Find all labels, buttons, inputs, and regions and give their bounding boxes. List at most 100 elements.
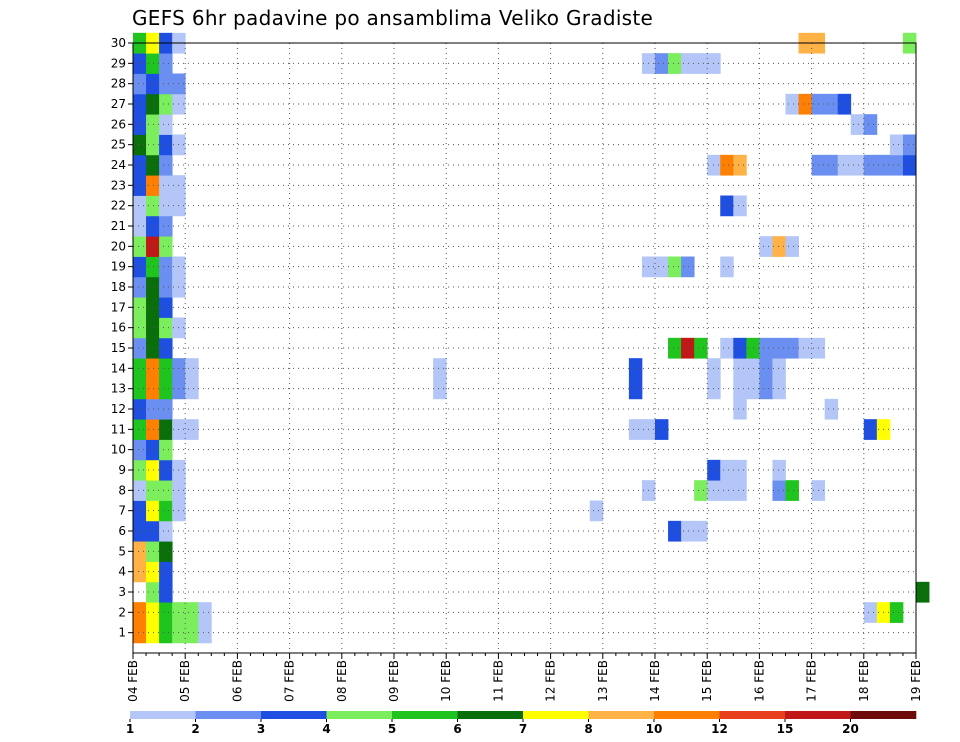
y-tick-label: 16	[111, 321, 126, 335]
heatmap-cell	[185, 378, 199, 400]
heatmap-cell	[133, 398, 147, 420]
heatmap-cell	[133, 215, 147, 237]
heatmap-cell	[133, 134, 147, 156]
y-tick-label: 3	[118, 585, 126, 599]
heatmap-cell	[681, 337, 695, 359]
heatmap-cell	[655, 419, 669, 440]
heatmap-cell	[798, 337, 812, 359]
heatmap-cell	[916, 581, 930, 603]
heatmap-cell	[159, 53, 173, 74]
heatmap-cell	[159, 154, 173, 176]
heatmap-cell	[889, 134, 904, 156]
heatmap-cell	[159, 134, 173, 156]
y-tick-label: 28	[111, 77, 126, 91]
heatmap-cell	[133, 154, 147, 176]
heatmap-cell	[655, 53, 669, 74]
heatmap-cell	[668, 256, 682, 278]
heatmap-cell	[733, 459, 747, 481]
heatmap-cells	[133, 32, 930, 644]
heatmap-cell	[133, 256, 147, 278]
heatmap-cell	[159, 541, 173, 562]
y-tick-label: 7	[118, 504, 126, 518]
heatmap-cell	[198, 602, 212, 623]
colorbar-label: 1	[126, 722, 134, 736]
heatmap-cell	[798, 93, 812, 115]
heatmap-cell	[772, 480, 786, 501]
y-tick-label: 27	[111, 97, 126, 111]
heatmap-cell	[185, 358, 199, 379]
heatmap-cell	[824, 398, 839, 420]
colorbar-label: 5	[388, 722, 396, 736]
x-axis: 04 FEB 05 FEB 06 FEB 07 FEB 08 FEB 09 FEB 10 F…	[126, 653, 923, 702]
heatmap-cell	[146, 195, 160, 217]
heatmap-cell	[159, 398, 173, 420]
heatmap-cell	[159, 500, 173, 522]
colorbar-label: 8	[584, 722, 592, 736]
heatmap-cell	[146, 114, 160, 135]
colorbar-swatch	[654, 711, 720, 719]
heatmap-cell	[850, 154, 865, 176]
heatmap-cell	[133, 73, 147, 95]
heatmap-cell	[733, 337, 747, 359]
heatmap-cell	[863, 114, 878, 135]
y-tick-label: 11	[111, 422, 126, 436]
heatmap-cell	[850, 114, 865, 135]
y-tick-label: 10	[111, 443, 126, 457]
y-tick-label: 6	[118, 524, 126, 538]
y-tick-label: 24	[111, 158, 126, 172]
colorbar-label: 12	[711, 722, 728, 736]
heatmap-cell	[146, 93, 160, 115]
colorbar-swatch	[195, 711, 262, 719]
heatmap-cell	[785, 480, 799, 501]
y-tick-label: 12	[111, 402, 126, 416]
heatmap-cell	[824, 154, 839, 176]
heatmap-cell	[159, 520, 173, 542]
heatmap-cell	[668, 520, 682, 542]
heatmap-cell	[772, 358, 786, 379]
heatmap-cell	[837, 93, 852, 115]
heatmap-cell	[146, 175, 160, 196]
y-tick-label: 29	[111, 56, 126, 70]
heatmap-cell	[681, 53, 695, 74]
x-tick-label: 10 FEB	[439, 660, 453, 702]
colorbar-label: 3	[257, 722, 265, 736]
heatmap-cell	[146, 154, 160, 176]
x-tick-label: 05 FEB	[178, 660, 192, 702]
heatmap-cell	[694, 53, 708, 74]
heatmap-cell	[146, 561, 160, 583]
x-tick-label: 15 FEB	[700, 660, 714, 702]
heatmap-cell	[133, 53, 147, 74]
x-tick-label: 04 FEB	[126, 660, 140, 702]
heatmap-cell	[824, 93, 839, 115]
y-axis: 1234567891011121314151617181920212223242…	[111, 36, 133, 640]
heatmap-cell	[133, 622, 147, 644]
heatmap-cell	[772, 459, 786, 481]
heatmap-cell	[159, 419, 173, 440]
heatmap-cell	[733, 358, 747, 379]
colorbar-label: 15	[777, 722, 794, 736]
heatmap-cell	[681, 520, 695, 542]
heatmap-cell	[146, 398, 160, 420]
heatmap-cell	[185, 602, 199, 623]
heatmap-cell	[159, 256, 173, 278]
heatmap-cell	[159, 581, 173, 603]
heatmap-cell	[720, 154, 734, 176]
heatmap-cell	[159, 195, 173, 217]
y-tick-label: 22	[111, 199, 126, 213]
x-tick-label: 07 FEB	[283, 660, 297, 702]
heatmap-cell	[655, 256, 669, 278]
x-tick-label: 19 FEB	[909, 660, 923, 702]
heatmap-cell	[133, 297, 147, 318]
heatmap-cell	[159, 337, 173, 359]
heatmap-cell	[863, 602, 878, 623]
colorbar: 1 2 3 4 5 6 7 8 10 12 15 20	[126, 711, 917, 736]
x-tick-label: 18 FEB	[857, 660, 871, 702]
colorbar-label: 20	[842, 722, 859, 736]
heatmap-cell	[759, 378, 773, 400]
colorbar-swatch	[785, 711, 851, 719]
heatmap-cell	[159, 439, 173, 461]
heatmap-cell	[146, 419, 160, 440]
heatmap-cell	[889, 154, 904, 176]
heatmap-cell	[133, 114, 147, 135]
heatmap-cell	[133, 175, 147, 196]
